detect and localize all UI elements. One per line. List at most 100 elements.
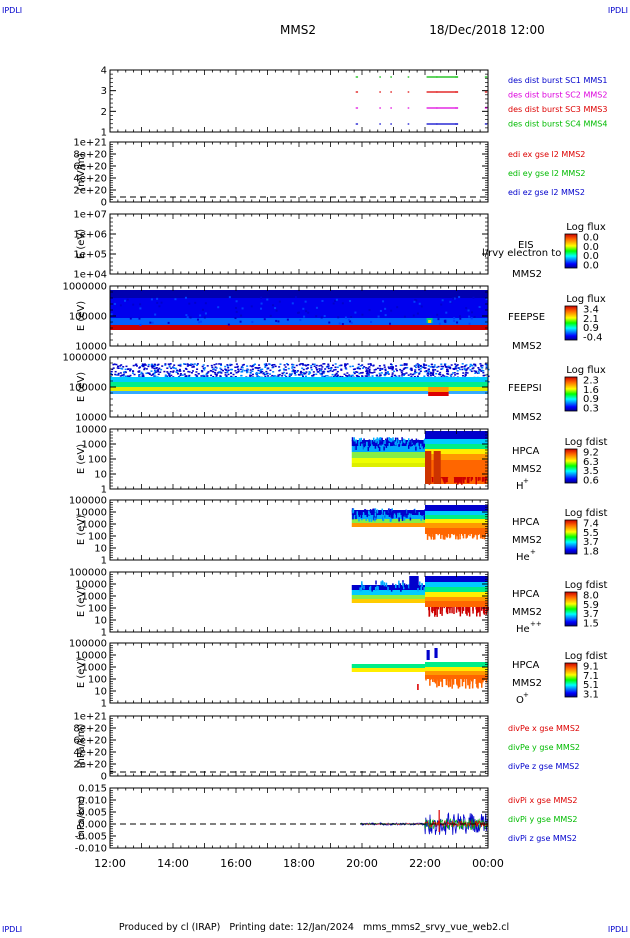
spectrogram-speck: [321, 373, 323, 375]
spectrogram-speck: [466, 368, 468, 370]
spectrogram-speck: [224, 366, 226, 368]
spectrogram-speck: [219, 375, 221, 377]
spectrogram-speck: [286, 373, 288, 375]
spectrogram-speck: [235, 307, 237, 309]
spectrogram-speck: [172, 371, 174, 373]
spectrogram-speck: [383, 446, 385, 450]
y-axis-label: (mV/m): [76, 153, 87, 191]
spectrogram-speck: [285, 366, 287, 368]
spectrogram-speck: [220, 372, 222, 374]
y-tick-label: 1: [101, 628, 107, 639]
spectrogram-speck: [383, 364, 385, 366]
spectrogram-speck: [272, 366, 274, 368]
spectrogram-speck: [461, 366, 463, 368]
spectrogram-speck: [423, 365, 425, 367]
spectrogram-speck: [315, 374, 317, 376]
spectrogram-speck: [477, 679, 479, 689]
colorbar-title: Log fdist: [565, 651, 608, 662]
spectrogram-speck: [214, 372, 216, 374]
spectrogram-speck: [435, 373, 437, 375]
spectrogram-speck: [366, 442, 368, 446]
spectrogram-band: [352, 519, 425, 523]
spectrogram-band: [425, 587, 488, 592]
spectrogram-speck: [431, 364, 433, 366]
spectrogram-speck: [281, 375, 283, 377]
spectrogram-speck: [351, 322, 353, 324]
spectrogram-speck: [459, 315, 461, 317]
x-tick-label: 20:00: [346, 857, 378, 870]
corner-label-bottom-right: IPDLI: [608, 925, 628, 934]
spectrogram-speck: [464, 365, 466, 367]
spectrogram-speck: [132, 371, 134, 373]
spectrogram-speck: [445, 312, 447, 314]
spectrogram-speck: [120, 304, 122, 306]
spectrogram-speck: [417, 587, 419, 591]
spectrogram-speck: [154, 314, 156, 316]
spectrogram-speck: [233, 374, 235, 376]
spectrogram-speck: [145, 373, 147, 375]
x-tick-label: 12:00: [94, 857, 126, 870]
spectrogram-speck: [363, 438, 365, 442]
spectrogram-speck: [337, 367, 339, 369]
spectrogram-speck: [473, 364, 475, 366]
spectrogram-speck: [388, 368, 390, 370]
spectrogram-speck: [411, 370, 413, 372]
plot-frame: [110, 214, 488, 274]
spectrogram-speck: [155, 371, 157, 373]
spectrogram-speck: [173, 367, 175, 369]
spectrogram-speck: [328, 322, 330, 324]
spectrogram-speck: [392, 372, 394, 374]
spectrogram-speck: [252, 368, 254, 370]
y-tick-label: 100000: [69, 639, 107, 650]
spectrogram-speck: [282, 372, 284, 374]
spectrogram-speck: [392, 368, 394, 370]
spectrogram-speck: [255, 367, 257, 369]
spectrogram-speck: [361, 444, 363, 448]
spectrogram-speck: [413, 301, 415, 303]
spectrogram-speck: [478, 370, 480, 372]
spectrogram-speck: [258, 372, 260, 374]
colorbar-tick-label: 0.3: [583, 404, 599, 415]
spectrogram-speck: [385, 372, 387, 374]
spectrogram-speck: [448, 679, 450, 687]
spectrogram-speck: [128, 376, 130, 378]
spectrogram-speck: [417, 511, 419, 515]
spectrogram-speck: [133, 365, 135, 367]
spectrogram-speck: [424, 516, 426, 520]
spectrogram-speck: [212, 371, 214, 373]
plot-frame: [110, 70, 488, 132]
spectrogram-speck: [359, 438, 361, 442]
y-tick-label: 10: [94, 544, 107, 555]
spectrogram-speck: [189, 365, 191, 367]
spectrogram-speck: [398, 517, 400, 521]
spectrogram-band: [425, 511, 488, 515]
y-tick-label: 100000: [69, 568, 107, 579]
spectrogram-speck: [419, 303, 421, 305]
spectrogram-speck: [237, 366, 239, 368]
spectrogram-speck: [327, 371, 329, 373]
spectrogram-speck: [389, 323, 391, 325]
spectrogram-speck: [117, 367, 119, 369]
spectrogram-speck: [456, 477, 458, 483]
spectrogram-speck: [228, 370, 230, 372]
spectrogram-speck: [361, 438, 363, 442]
spectrogram-speck: [187, 363, 189, 365]
spectrogram-speck: [346, 375, 348, 377]
spectrogram-speck: [296, 365, 298, 367]
spectrogram-speck: [320, 370, 322, 372]
spectrogram-band: [425, 597, 488, 601]
spectrogram-speck: [365, 367, 367, 369]
spectrogram-speck: [160, 369, 162, 371]
spectrogram-speck: [315, 315, 317, 317]
spectrogram-speck: [194, 363, 196, 365]
spectrogram-speck: [336, 373, 338, 375]
spectrogram-speck: [367, 368, 369, 370]
spectrogram-speck: [457, 534, 459, 539]
spectrogram-speck: [392, 510, 394, 514]
spectrogram-speck: [430, 366, 432, 368]
spectrogram-speck: [260, 297, 262, 299]
spectrogram-speck: [458, 679, 460, 681]
spectrogram-speck: [384, 366, 386, 368]
spectrogram-speck: [403, 439, 405, 443]
